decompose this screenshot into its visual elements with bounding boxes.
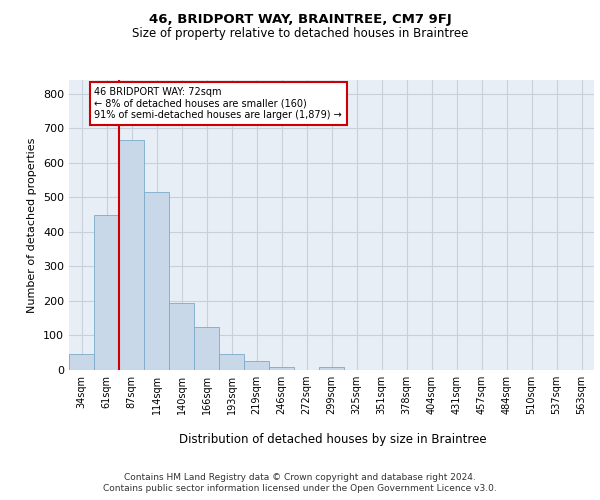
Text: 46 BRIDPORT WAY: 72sqm
← 8% of detached houses are smaller (160)
91% of semi-det: 46 BRIDPORT WAY: 72sqm ← 8% of detached … xyxy=(95,87,342,120)
Y-axis label: Number of detached properties: Number of detached properties xyxy=(28,138,37,312)
Bar xyxy=(194,327,219,370)
Text: Contains public sector information licensed under the Open Government Licence v3: Contains public sector information licen… xyxy=(103,484,497,493)
Text: Contains HM Land Registry data © Crown copyright and database right 2024.: Contains HM Land Registry data © Crown c… xyxy=(124,472,476,482)
Text: Size of property relative to detached houses in Braintree: Size of property relative to detached ho… xyxy=(132,28,468,40)
Bar xyxy=(169,302,194,370)
Text: Distribution of detached houses by size in Braintree: Distribution of detached houses by size … xyxy=(179,432,487,446)
Bar xyxy=(319,366,344,370)
Bar xyxy=(119,140,144,370)
Bar xyxy=(144,192,169,370)
Bar xyxy=(269,366,294,370)
Bar xyxy=(219,354,244,370)
Bar xyxy=(244,362,269,370)
Text: 46, BRIDPORT WAY, BRAINTREE, CM7 9FJ: 46, BRIDPORT WAY, BRAINTREE, CM7 9FJ xyxy=(149,12,451,26)
Bar xyxy=(94,216,119,370)
Bar xyxy=(69,354,94,370)
